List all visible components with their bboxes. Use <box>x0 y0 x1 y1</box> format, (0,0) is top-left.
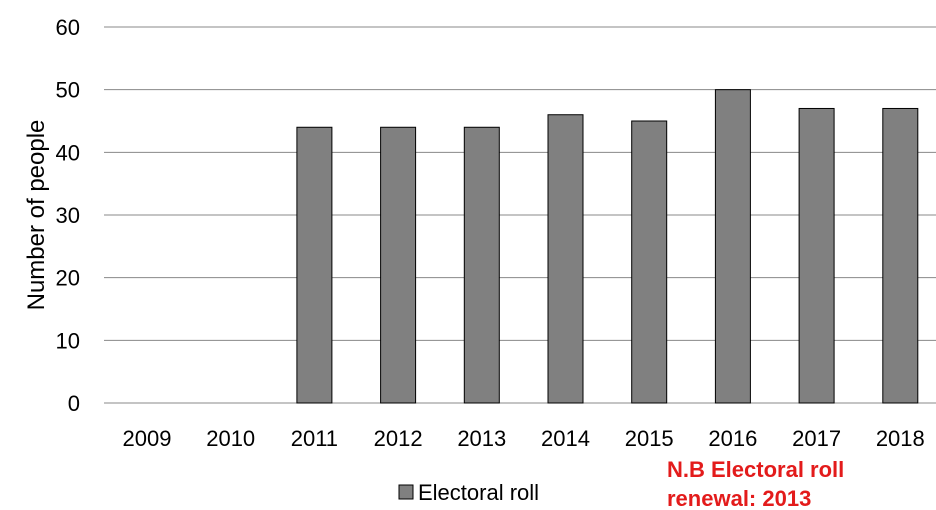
bars <box>296 89 919 404</box>
y-tick-label: 0 <box>68 391 80 416</box>
y-tick-label: 60 <box>56 15 80 40</box>
y-tick-label: 20 <box>56 266 80 291</box>
x-tick-label: 2009 <box>123 426 172 451</box>
x-tick-label: 2016 <box>708 426 757 451</box>
legend-label: Electoral roll <box>418 480 539 505</box>
gridlines <box>104 26 936 404</box>
x-tick-label: 2013 <box>457 426 506 451</box>
y-tick-label: 30 <box>56 203 80 228</box>
bar <box>463 126 500 404</box>
x-tick-label: 2018 <box>876 426 925 451</box>
x-tick-label: 2011 <box>291 426 338 451</box>
bar <box>547 114 584 404</box>
x-tick-label: 2012 <box>374 426 423 451</box>
y-axis-ticks: 0 10 20 30 40 50 60 <box>56 15 80 416</box>
bar <box>714 89 751 404</box>
legend-swatch <box>398 484 414 500</box>
bar <box>882 107 919 404</box>
x-tick-label: 2014 <box>541 426 590 451</box>
bar <box>296 126 333 404</box>
x-tick-label: 2015 <box>625 426 674 451</box>
y-tick-label: 50 <box>56 78 80 103</box>
x-tick-label: 2017 <box>792 426 841 451</box>
y-tick-label: 40 <box>56 140 80 165</box>
x-axis-ticks: 2009 2010 2011 2012 2013 2014 2015 2016 2017 2018 <box>123 426 925 451</box>
bar <box>798 107 835 404</box>
x-tick-label: 2010 <box>206 426 255 451</box>
y-tick-label: 10 <box>56 328 80 353</box>
annotation: N.B Electoral roll renewal: 2013 <box>667 457 844 510</box>
annotation-line-1: N.B Electoral roll <box>667 457 844 482</box>
annotation-line-2: renewal: 2013 <box>667 486 811 510</box>
bar <box>380 126 417 404</box>
y-axis-title: Number of people <box>23 120 50 311</box>
legend: Electoral roll <box>398 480 539 505</box>
bar <box>631 120 668 404</box>
